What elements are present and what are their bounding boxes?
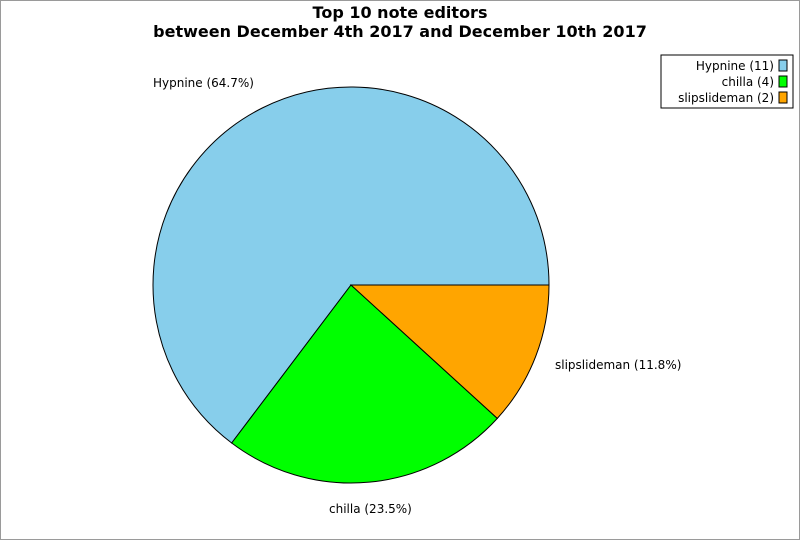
slice-label-slipslideman: slipslideman (11.8%) xyxy=(555,358,681,372)
legend-label-slipslideman: slipslideman (2) xyxy=(678,91,774,105)
legend-swatch-slipslideman xyxy=(778,91,788,104)
legend-box xyxy=(660,54,794,109)
pie-slice-hypnine xyxy=(152,86,550,444)
chart-subtitle: between December 4th 2017 and December 1… xyxy=(153,22,647,41)
legend-swatch-hypnine xyxy=(778,59,788,72)
legend: Hypnine (11) chilla (4) slipslideman (2) xyxy=(660,54,794,109)
slice-label-chilla: chilla (23.5%) xyxy=(329,502,412,516)
pie-slice-chilla xyxy=(230,284,499,484)
legend-swatch-chilla xyxy=(778,75,788,88)
chart-title: Top 10 note editors xyxy=(313,3,488,22)
legend-label-hypnine: Hypnine (11) xyxy=(696,59,774,73)
slice-label-hypnine: Hypnine (64.7%) xyxy=(153,76,254,90)
pie-slice-slipslideman xyxy=(349,284,550,420)
pie-slice-labels: Hypnine (64.7%) chilla (23.5%) slipslidema… xyxy=(153,76,681,516)
legend-label-chilla: chilla (4) xyxy=(722,75,774,89)
pie-slices xyxy=(152,86,550,484)
